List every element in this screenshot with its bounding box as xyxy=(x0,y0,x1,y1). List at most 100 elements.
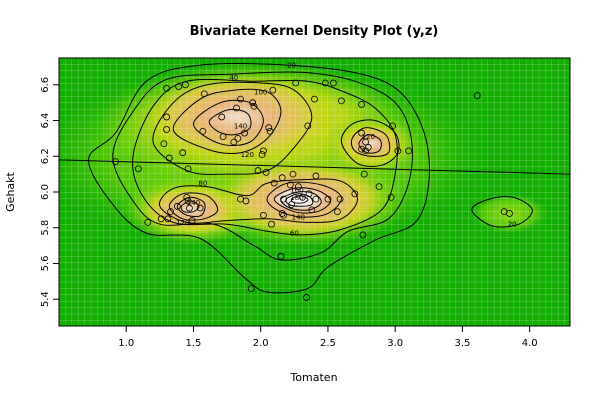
data-point xyxy=(200,90,208,98)
data-point xyxy=(160,140,168,148)
contour-label: 140 xyxy=(292,214,305,222)
data-point xyxy=(364,143,372,151)
contour-label: 40 xyxy=(229,74,238,82)
data-point xyxy=(359,231,367,239)
data-point xyxy=(237,95,244,103)
contour-line xyxy=(358,134,382,154)
data-point xyxy=(144,218,152,226)
data-point xyxy=(219,133,227,141)
data-point xyxy=(336,195,344,203)
data-point xyxy=(173,202,181,210)
contour-line xyxy=(266,181,342,218)
contour-label: 160 xyxy=(290,187,303,195)
data-point xyxy=(312,172,320,180)
data-point xyxy=(218,113,226,121)
data-point xyxy=(351,190,359,198)
data-point xyxy=(329,79,337,87)
contour-line xyxy=(168,192,219,221)
data-point xyxy=(259,147,267,155)
data-points xyxy=(112,79,513,301)
data-point xyxy=(268,220,275,228)
data-point xyxy=(270,179,278,187)
contour-line xyxy=(208,108,252,136)
y-tick-label: 6.2 xyxy=(40,148,51,164)
y-tick-label: 5.6 xyxy=(40,256,51,272)
data-point xyxy=(358,145,365,153)
data-point xyxy=(167,208,175,216)
data-point xyxy=(308,206,316,214)
contour-line xyxy=(471,196,533,228)
density-region xyxy=(147,74,328,159)
data-point xyxy=(163,126,170,133)
data-point xyxy=(184,197,192,205)
contour-label: 100 xyxy=(254,88,267,96)
data-point xyxy=(375,183,383,191)
data-point xyxy=(387,193,395,201)
density-region xyxy=(144,187,237,232)
data-point xyxy=(473,92,481,99)
contour-line xyxy=(159,178,359,224)
data-point xyxy=(389,122,396,130)
x-tick-label: 2.5 xyxy=(320,338,336,349)
y-tick-label: 5.4 xyxy=(40,291,51,307)
data-point xyxy=(292,79,300,87)
contour-line xyxy=(152,81,313,175)
data-point xyxy=(394,147,402,155)
data-point xyxy=(280,211,287,219)
chart-title: Bivariate Kernel Density Plot (y,z) xyxy=(190,24,439,39)
y-tick-label: 6.6 xyxy=(40,77,51,93)
data-point xyxy=(506,210,513,217)
contour-label: 80 xyxy=(198,180,207,188)
contour-label: 180 xyxy=(290,194,303,202)
contour-line xyxy=(132,78,398,236)
data-point xyxy=(360,170,368,178)
contour-label: 120 xyxy=(241,151,254,159)
data-point xyxy=(337,97,345,105)
data-point xyxy=(183,193,191,201)
data-point xyxy=(184,165,192,173)
data-point xyxy=(324,195,332,203)
data-point xyxy=(182,81,189,89)
data-point xyxy=(312,195,320,203)
data-point xyxy=(298,193,306,201)
data-point xyxy=(233,104,240,112)
y-axis-label: Gehakt xyxy=(4,171,17,211)
x-axis-label: Tomaten xyxy=(289,371,337,384)
data-point xyxy=(333,208,341,216)
data-point xyxy=(288,201,296,208)
contour-label: 140 xyxy=(234,122,247,130)
x-tick-label: 4.0 xyxy=(522,338,538,349)
data-point xyxy=(163,113,170,121)
regression-line xyxy=(59,159,570,175)
data-point xyxy=(303,294,310,301)
data-point xyxy=(112,158,119,166)
data-point xyxy=(262,168,270,176)
x-tick-label: 3.0 xyxy=(387,338,403,349)
data-point xyxy=(186,204,193,212)
contour-label: 20 xyxy=(287,62,296,70)
contour-label: 140 xyxy=(187,199,200,207)
contour-lines xyxy=(88,63,533,294)
data-point xyxy=(179,149,187,157)
data-point xyxy=(289,170,297,178)
data-point xyxy=(311,95,318,103)
y-tick-label: 5.8 xyxy=(40,220,51,236)
contour-label: 120 xyxy=(176,219,189,227)
contour-label: 120 xyxy=(362,133,375,141)
data-point xyxy=(278,210,286,217)
data-point xyxy=(286,181,294,189)
y-tick-label: 6.4 xyxy=(40,113,51,129)
contour-line xyxy=(88,63,430,294)
data-point xyxy=(321,79,329,87)
data-point xyxy=(277,252,285,260)
data-point xyxy=(247,285,255,292)
data-point xyxy=(196,204,204,212)
contour-line xyxy=(192,99,264,147)
data-point xyxy=(234,134,242,142)
density-region xyxy=(471,193,548,234)
x-tick-label: 1.5 xyxy=(186,338,202,349)
